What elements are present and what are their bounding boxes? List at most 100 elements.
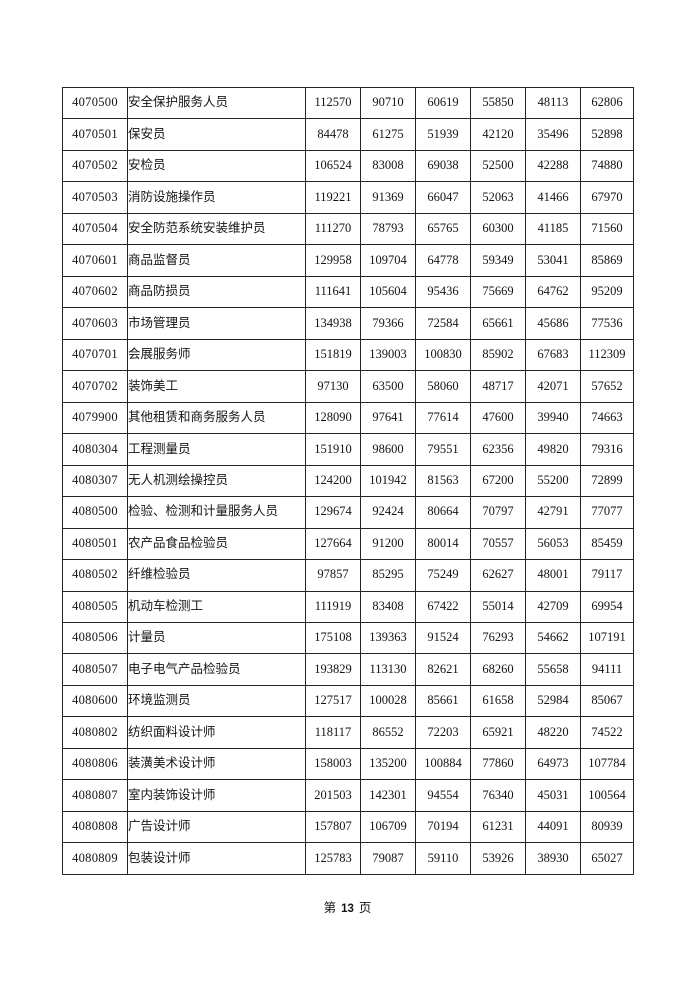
salary-value-6: 94111 — [580, 653, 634, 686]
salary-value-4: 65921 — [470, 716, 526, 749]
salary-value-5: 41185 — [525, 212, 581, 246]
salary-value-1: 125783 — [305, 842, 361, 875]
occupation-code: 4080808 — [62, 810, 128, 844]
salary-value-2: 98600 — [360, 433, 416, 466]
table-row: 4079900 其他租赁和商务服务人员 128090 97641 77614 4… — [62, 401, 634, 435]
salary-value-4: 52063 — [470, 181, 526, 214]
salary-value-1: 111919 — [305, 590, 361, 623]
table-row: 4080808 广告设计师 157807 106709 70194 61231 … — [62, 810, 634, 844]
salary-value-1: 97857 — [305, 559, 361, 592]
salary-value-6: 74880 — [580, 149, 634, 183]
table-row: 4080502 纤维检验员 97857 85295 75249 62627 48… — [62, 559, 634, 592]
salary-value-4: 42120 — [470, 118, 526, 151]
salary-value-2: 91369 — [360, 181, 416, 214]
salary-value-6: 85067 — [580, 684, 634, 718]
salary-value-3: 79551 — [415, 433, 471, 466]
occupation-code: 4070502 — [62, 149, 128, 183]
salary-value-6: 52898 — [580, 118, 634, 151]
salary-value-2: 142301 — [360, 779, 416, 812]
salary-value-5: 41466 — [525, 181, 581, 214]
salary-value-6: 77536 — [580, 307, 634, 340]
salary-value-5: 67683 — [525, 338, 581, 372]
occupation-code: 4070602 — [62, 275, 128, 309]
salary-value-1: 129674 — [305, 496, 361, 529]
occupation-name: 市场管理员 — [127, 307, 306, 340]
occupation-name: 装饰美工 — [127, 370, 306, 403]
salary-value-1: 201503 — [305, 779, 361, 812]
salary-value-1: 157807 — [305, 810, 361, 844]
salary-value-4: 85902 — [470, 338, 526, 372]
salary-value-3: 60619 — [415, 86, 471, 120]
table-row: 4070501 保安员 84478 61275 51939 42120 3549… — [62, 118, 634, 151]
salary-value-2: 86552 — [360, 716, 416, 749]
salary-value-1: 111270 — [305, 212, 361, 246]
salary-value-6: 72899 — [580, 464, 634, 498]
occupation-code: 4070504 — [62, 212, 128, 246]
salary-value-4: 53926 — [470, 842, 526, 875]
salary-value-3: 59110 — [415, 842, 471, 875]
occupation-code: 4080304 — [62, 433, 128, 466]
salary-value-5: 42791 — [525, 496, 581, 529]
table-row: 4070603 市场管理员 134938 79366 72584 65661 4… — [62, 307, 634, 340]
occupation-code: 4070500 — [62, 86, 128, 120]
salary-value-3: 72203 — [415, 716, 471, 749]
salary-value-2: 79366 — [360, 307, 416, 340]
salary-value-3: 94554 — [415, 779, 471, 812]
salary-value-3: 65765 — [415, 212, 471, 246]
table-row: 4080505 机动车检测工 111919 83408 67422 55014 … — [62, 590, 634, 623]
occupation-name: 广告设计师 — [127, 810, 306, 844]
salary-value-3: 75249 — [415, 559, 471, 592]
salary-value-3: 95436 — [415, 275, 471, 309]
occupation-code: 4080502 — [62, 559, 128, 592]
salary-value-4: 70557 — [470, 527, 526, 561]
salary-value-2: 85295 — [360, 559, 416, 592]
occupation-name: 农产品食品检验员 — [127, 527, 306, 561]
table-row: 4080501 农产品食品检验员 127664 91200 80014 7055… — [62, 527, 634, 561]
table-row: 4070602 商品防损员 111641 105604 95436 75669 … — [62, 275, 634, 309]
salary-value-6: 112309 — [580, 338, 634, 372]
occupation-name: 无人机测绘操控员 — [127, 464, 306, 498]
table-row: 4080809 包装设计师 125783 79087 59110 53926 3… — [62, 842, 634, 875]
salary-value-6: 57652 — [580, 370, 634, 403]
salary-value-1: 151819 — [305, 338, 361, 372]
salary-value-5: 64762 — [525, 275, 581, 309]
occupation-code: 4080600 — [62, 684, 128, 718]
occupation-code: 4080802 — [62, 716, 128, 749]
occupation-code: 4070501 — [62, 118, 128, 151]
salary-value-3: 70194 — [415, 810, 471, 844]
salary-value-2: 109704 — [360, 244, 416, 277]
salary-value-6: 71560 — [580, 212, 634, 246]
table-row: 4080600 环境监测员 127517 100028 85661 61658 … — [62, 684, 634, 718]
occupation-code: 4080307 — [62, 464, 128, 498]
salary-value-5: 49820 — [525, 433, 581, 466]
salary-value-5: 53041 — [525, 244, 581, 277]
salary-value-1: 151910 — [305, 433, 361, 466]
salary-value-4: 76293 — [470, 621, 526, 655]
salary-value-3: 66047 — [415, 181, 471, 214]
salary-value-4: 61658 — [470, 684, 526, 718]
salary-value-1: 97130 — [305, 370, 361, 403]
salary-value-4: 60300 — [470, 212, 526, 246]
table-row: 4080807 室内装饰设计师 201503 142301 94554 7634… — [62, 779, 634, 812]
salary-value-2: 101942 — [360, 464, 416, 498]
salary-value-1: 134938 — [305, 307, 361, 340]
salary-value-4: 76340 — [470, 779, 526, 812]
salary-value-4: 47600 — [470, 401, 526, 435]
salary-value-2: 97641 — [360, 401, 416, 435]
table-row: 4070702 装饰美工 97130 63500 58060 48717 420… — [62, 370, 634, 403]
occupation-name: 商品防损员 — [127, 275, 306, 309]
table-row: 4080507 电子电气产品检验员 193829 113130 82621 68… — [62, 653, 634, 686]
salary-value-6: 69954 — [580, 590, 634, 623]
footer-prefix: 第 — [323, 901, 337, 915]
salary-value-4: 70797 — [470, 496, 526, 529]
occupation-code: 4080806 — [62, 747, 128, 781]
occupation-name: 商品监督员 — [127, 244, 306, 277]
occupation-name: 纺织面料设计师 — [127, 716, 306, 749]
salary-value-2: 83008 — [360, 149, 416, 183]
salary-value-1: 111641 — [305, 275, 361, 309]
salary-value-3: 81563 — [415, 464, 471, 498]
occupation-name: 检验、检测和计量服务人员 — [127, 496, 306, 529]
salary-value-3: 67422 — [415, 590, 471, 623]
occupation-name: 电子电气产品检验员 — [127, 653, 306, 686]
salary-value-2: 92424 — [360, 496, 416, 529]
